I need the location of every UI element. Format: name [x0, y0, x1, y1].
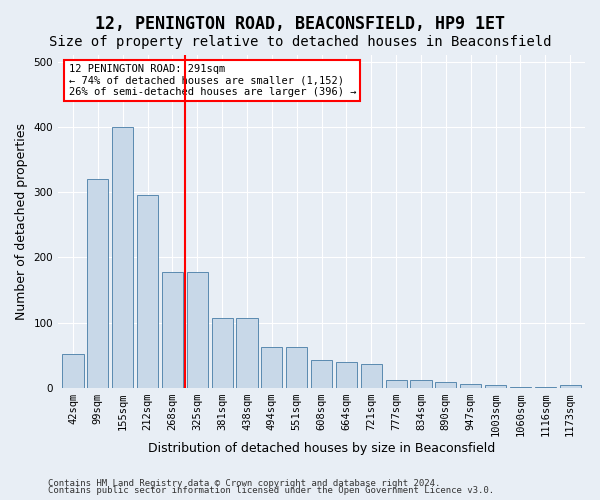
Bar	[236, 318, 257, 388]
Bar	[137, 196, 158, 388]
Bar	[162, 272, 183, 388]
Bar	[535, 387, 556, 388]
Text: 12 PENINGTON ROAD: 291sqm
← 74% of detached houses are smaller (1,152)
26% of se: 12 PENINGTON ROAD: 291sqm ← 74% of detac…	[68, 64, 356, 97]
Text: Size of property relative to detached houses in Beaconsfield: Size of property relative to detached ho…	[49, 35, 551, 49]
Bar	[336, 362, 357, 388]
Bar	[361, 364, 382, 388]
Bar	[286, 346, 307, 388]
Bar	[87, 179, 109, 388]
Y-axis label: Number of detached properties: Number of detached properties	[15, 123, 28, 320]
Bar	[460, 384, 481, 388]
Bar	[386, 380, 407, 388]
Bar	[212, 318, 233, 388]
Bar	[187, 272, 208, 388]
Bar	[485, 385, 506, 388]
Bar	[560, 384, 581, 388]
Bar	[311, 360, 332, 388]
Bar	[112, 127, 133, 388]
Text: 12, PENINGTON ROAD, BEACONSFIELD, HP9 1ET: 12, PENINGTON ROAD, BEACONSFIELD, HP9 1E…	[95, 15, 505, 33]
Text: Contains HM Land Registry data © Crown copyright and database right 2024.: Contains HM Land Registry data © Crown c…	[48, 478, 440, 488]
Bar	[510, 386, 531, 388]
Bar	[261, 346, 283, 388]
Bar	[410, 380, 431, 388]
Bar	[62, 354, 83, 388]
X-axis label: Distribution of detached houses by size in Beaconsfield: Distribution of detached houses by size …	[148, 442, 495, 455]
Bar	[435, 382, 457, 388]
Text: Contains public sector information licensed under the Open Government Licence v3: Contains public sector information licen…	[48, 486, 494, 495]
